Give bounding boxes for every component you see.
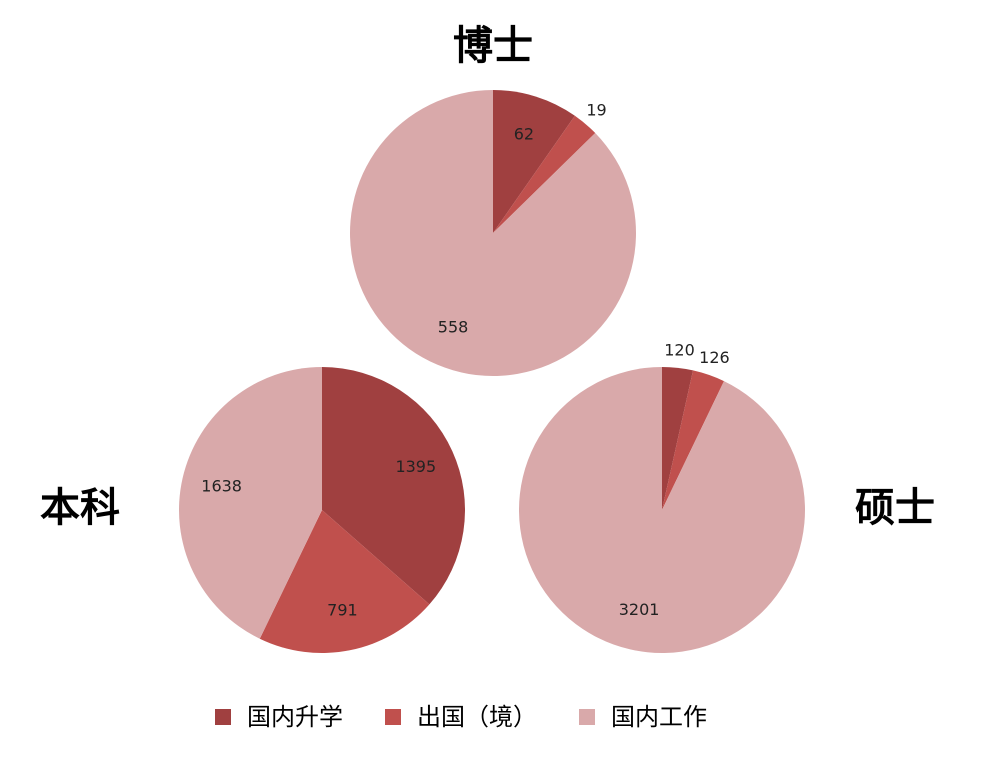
chart-title: 博士 [453,23,533,69]
data-label: 3201 [619,600,660,619]
pie-slice [322,367,465,605]
legend-swatch [215,709,231,725]
legend-label: 出国（境） [417,703,537,731]
pie-slice [518,366,805,653]
pie-slice [493,115,596,233]
chart-title: 本科 [40,485,120,531]
data-label: 126 [699,348,730,367]
legend-label: 国内工作 [611,703,707,731]
pie-slice [662,367,694,510]
data-label: 120 [664,340,695,359]
legend-swatch [385,709,401,725]
data-label: 19 [586,100,606,119]
legend-swatch [579,709,595,725]
data-label: 791 [327,600,358,619]
pie-slice [179,367,322,639]
chart-title: 硕士 [855,485,935,531]
pie-slice [259,510,430,653]
pie-slice [493,90,575,233]
pie-slice [349,90,636,376]
pie-slice [662,370,724,510]
legend-label: 国内升学 [247,703,343,731]
data-label: 1638 [201,477,242,496]
data-label: 558 [438,317,469,336]
data-label: 1395 [395,457,436,476]
data-label: 62 [514,124,534,143]
